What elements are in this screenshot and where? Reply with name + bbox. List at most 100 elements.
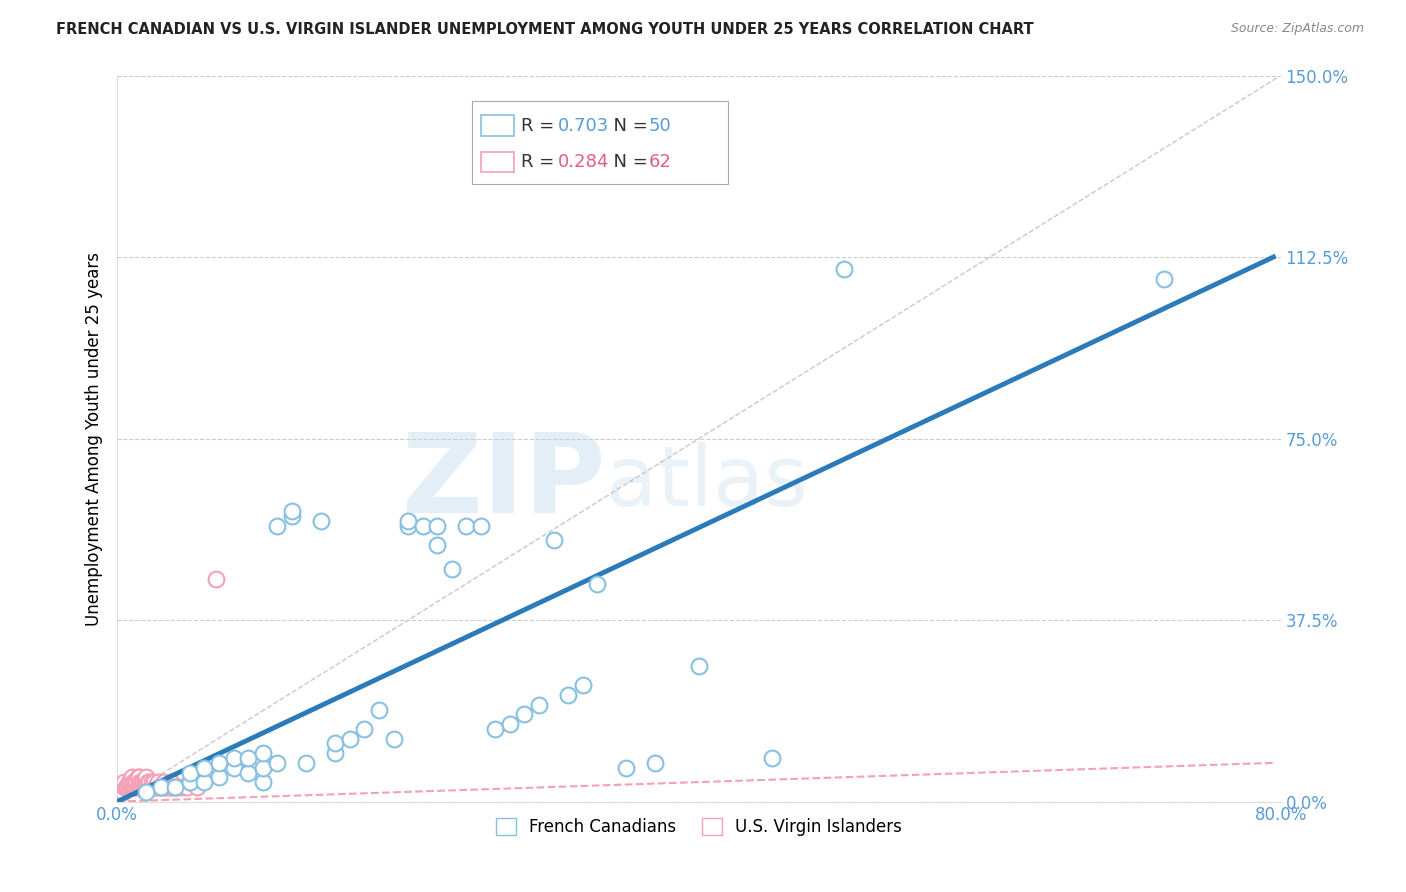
Point (148, 780, 170, 794)
Point (252, 746, 274, 760)
FancyBboxPatch shape (481, 152, 515, 172)
Point (121, 770, 143, 784)
Point (470, 518, 492, 533)
Text: R =: R = (522, 117, 560, 135)
Point (252, 775, 274, 789)
Point (124, 775, 146, 789)
Point (412, 518, 434, 533)
Point (222, 761, 245, 775)
Point (176, 780, 198, 794)
Point (266, 518, 288, 533)
Point (162, 780, 184, 794)
FancyBboxPatch shape (481, 115, 515, 136)
Text: N =: N = (602, 153, 654, 171)
Point (280, 504, 302, 518)
Point (142, 780, 165, 794)
Text: 0.703: 0.703 (558, 117, 609, 135)
Point (146, 775, 169, 789)
FancyBboxPatch shape (472, 101, 728, 185)
Point (128, 770, 150, 784)
Point (167, 780, 190, 794)
Point (193, 761, 215, 775)
Point (236, 765, 259, 780)
Point (138, 780, 160, 794)
Point (614, 761, 637, 775)
Point (1153, 272, 1175, 286)
Point (396, 514, 419, 528)
Point (499, 717, 522, 731)
Point (125, 775, 148, 789)
Point (135, 775, 157, 789)
Point (118, 775, 141, 789)
Point (157, 780, 180, 794)
Point (368, 703, 391, 717)
Point (193, 775, 215, 789)
Point (513, 707, 536, 722)
Point (688, 659, 710, 673)
Point (114, 780, 136, 794)
Point (110, 785, 132, 799)
Point (143, 780, 166, 794)
Point (396, 518, 419, 533)
Point (111, 785, 134, 799)
Point (543, 533, 565, 548)
Point (586, 576, 609, 591)
Text: R =: R = (522, 153, 560, 171)
Point (134, 775, 156, 789)
Point (131, 775, 153, 789)
Point (295, 756, 318, 770)
Point (131, 780, 153, 794)
Point (172, 780, 194, 794)
Point (120, 780, 142, 794)
Point (149, 780, 172, 794)
Point (205, 572, 228, 586)
Point (761, 751, 783, 765)
Point (118, 780, 141, 794)
Point (122, 780, 145, 794)
Point (153, 780, 176, 794)
Point (145, 780, 167, 794)
Text: N =: N = (602, 117, 654, 135)
Point (236, 751, 259, 765)
Point (121, 775, 143, 789)
Point (557, 688, 579, 702)
Point (426, 518, 449, 533)
Point (426, 538, 449, 552)
Point (208, 770, 231, 784)
Point (353, 722, 375, 736)
Text: 50: 50 (650, 117, 672, 135)
Point (134, 780, 156, 794)
Text: ZIP: ZIP (402, 429, 606, 535)
Point (129, 775, 152, 789)
Point (382, 731, 405, 746)
Point (266, 756, 288, 770)
Point (179, 765, 201, 780)
Point (115, 780, 138, 794)
Point (129, 780, 152, 794)
Point (165, 780, 187, 794)
Point (179, 775, 201, 789)
Point (325, 746, 347, 760)
Point (456, 518, 478, 533)
Point (165, 780, 187, 794)
Point (132, 780, 155, 794)
Point (128, 780, 150, 794)
Point (124, 780, 146, 794)
Point (571, 678, 593, 692)
Point (252, 761, 274, 775)
Point (208, 756, 231, 770)
Point (141, 775, 163, 789)
Point (139, 780, 162, 794)
Point (114, 775, 136, 789)
Point (138, 775, 160, 789)
Point (440, 562, 463, 576)
Point (339, 731, 361, 746)
Point (117, 780, 139, 794)
Point (527, 698, 550, 712)
Point (121, 780, 143, 794)
Point (122, 775, 145, 789)
Point (125, 780, 148, 794)
Point (644, 756, 666, 770)
Point (127, 770, 149, 784)
Text: 62: 62 (650, 153, 672, 171)
